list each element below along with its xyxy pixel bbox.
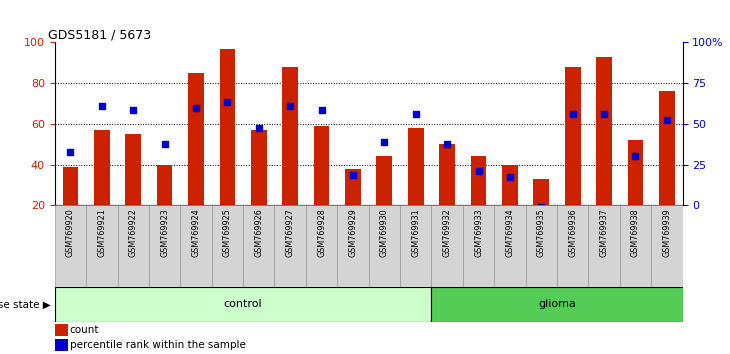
Point <box>128 107 139 113</box>
Point <box>222 99 234 104</box>
Point <box>347 172 359 178</box>
Bar <box>494 205 526 287</box>
Text: GSM769933: GSM769933 <box>474 209 483 257</box>
Bar <box>565 67 580 205</box>
Text: GSM769927: GSM769927 <box>285 209 295 257</box>
Point <box>661 117 673 123</box>
Bar <box>659 91 675 205</box>
Point <box>65 149 77 155</box>
Bar <box>180 205 212 287</box>
Bar <box>251 130 266 205</box>
Bar <box>55 205 86 287</box>
Bar <box>369 205 400 287</box>
Point <box>473 168 485 173</box>
Bar <box>306 205 337 287</box>
Text: GSM769932: GSM769932 <box>442 209 452 257</box>
Text: GSM769938: GSM769938 <box>631 209 640 257</box>
Text: count: count <box>69 325 99 335</box>
Text: GSM769924: GSM769924 <box>191 209 201 257</box>
Bar <box>588 205 620 287</box>
Bar <box>157 165 172 205</box>
Bar <box>63 167 78 205</box>
Bar <box>220 48 235 205</box>
Text: GSM769934: GSM769934 <box>505 209 515 257</box>
Text: GDS5181 / 5673: GDS5181 / 5673 <box>48 28 152 41</box>
Point <box>630 154 642 159</box>
Text: GSM769930: GSM769930 <box>380 209 389 257</box>
Text: GSM769926: GSM769926 <box>254 209 264 257</box>
Bar <box>620 205 651 287</box>
Text: GSM769931: GSM769931 <box>411 209 420 257</box>
Text: disease state ▶: disease state ▶ <box>0 299 51 309</box>
Bar <box>94 130 110 205</box>
Bar <box>118 205 149 287</box>
Text: GSM769923: GSM769923 <box>160 209 169 257</box>
Bar <box>628 140 643 205</box>
Bar <box>526 205 557 287</box>
Point <box>159 141 171 147</box>
Bar <box>55 287 431 322</box>
Text: GSM769929: GSM769929 <box>348 209 358 257</box>
Bar <box>408 128 423 205</box>
Bar <box>274 205 306 287</box>
Bar <box>431 205 463 287</box>
Point <box>536 205 548 210</box>
Bar <box>502 165 518 205</box>
Bar <box>212 205 243 287</box>
Point <box>441 141 453 147</box>
Text: GSM769922: GSM769922 <box>128 209 138 257</box>
Text: GSM769936: GSM769936 <box>568 209 577 257</box>
Bar <box>471 156 486 205</box>
Bar <box>188 73 204 205</box>
Bar <box>337 205 369 287</box>
Bar <box>314 126 329 205</box>
Point <box>379 139 391 145</box>
Text: control: control <box>224 299 262 309</box>
Text: GSM769939: GSM769939 <box>662 209 672 257</box>
Point <box>285 103 296 108</box>
Text: GSM769928: GSM769928 <box>317 209 326 257</box>
Text: GSM769937: GSM769937 <box>599 209 609 257</box>
Bar <box>534 179 549 205</box>
Bar <box>377 156 392 205</box>
Point <box>410 111 422 116</box>
Text: GSM769920: GSM769920 <box>66 209 75 257</box>
Bar <box>400 205 431 287</box>
Point <box>567 111 579 116</box>
Point <box>190 105 201 110</box>
Text: GSM769921: GSM769921 <box>97 209 107 257</box>
Bar <box>431 287 683 322</box>
Bar <box>126 134 141 205</box>
Point <box>253 125 265 131</box>
Bar <box>463 205 494 287</box>
Bar <box>596 57 612 205</box>
Point <box>599 111 610 116</box>
Point <box>316 107 328 113</box>
Bar <box>55 339 68 351</box>
Text: GSM769925: GSM769925 <box>223 209 232 257</box>
Bar <box>55 324 68 336</box>
Bar <box>557 205 588 287</box>
Bar <box>439 144 455 205</box>
Text: glioma: glioma <box>538 299 576 309</box>
Bar <box>243 205 274 287</box>
Text: percentile rank within the sample: percentile rank within the sample <box>69 340 245 350</box>
Bar <box>86 205 118 287</box>
Bar <box>283 67 298 205</box>
Bar <box>651 205 683 287</box>
Point <box>96 103 108 108</box>
Bar <box>149 205 180 287</box>
Bar <box>345 169 361 205</box>
Text: GSM769935: GSM769935 <box>537 209 546 257</box>
Point <box>504 174 515 179</box>
